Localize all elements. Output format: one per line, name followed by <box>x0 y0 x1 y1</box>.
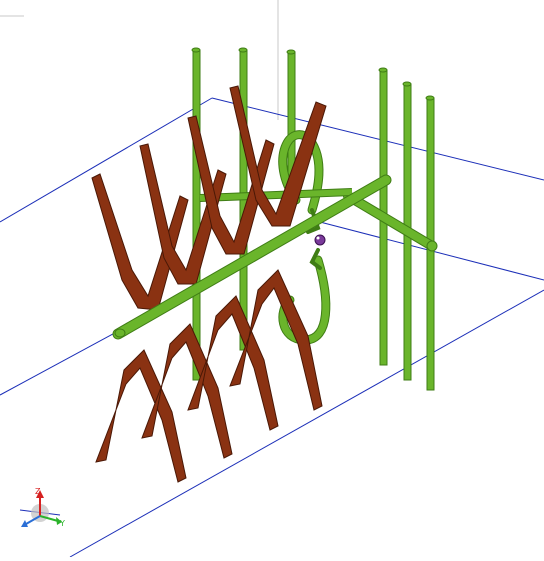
viewport-frame <box>0 0 279 120</box>
v-blade <box>139 143 227 285</box>
z-axis-label: Z <box>35 487 41 496</box>
support-boom <box>112 174 392 340</box>
v-blade <box>91 173 189 311</box>
wire-bounding-box <box>0 97 544 558</box>
v-blade <box>229 85 327 227</box>
v-blade <box>187 295 279 431</box>
y-axis-label: Y <box>59 519 65 528</box>
brown-v-blades <box>91 85 327 483</box>
cross-boom <box>199 188 438 252</box>
axis-triad: Z Y <box>21 487 65 528</box>
v-blade <box>95 349 187 483</box>
v-blade <box>187 115 275 255</box>
excitation-port[interactable] <box>314 234 326 246</box>
element-rod <box>192 49 201 381</box>
v-blade <box>141 323 233 459</box>
v-blade <box>229 269 323 411</box>
